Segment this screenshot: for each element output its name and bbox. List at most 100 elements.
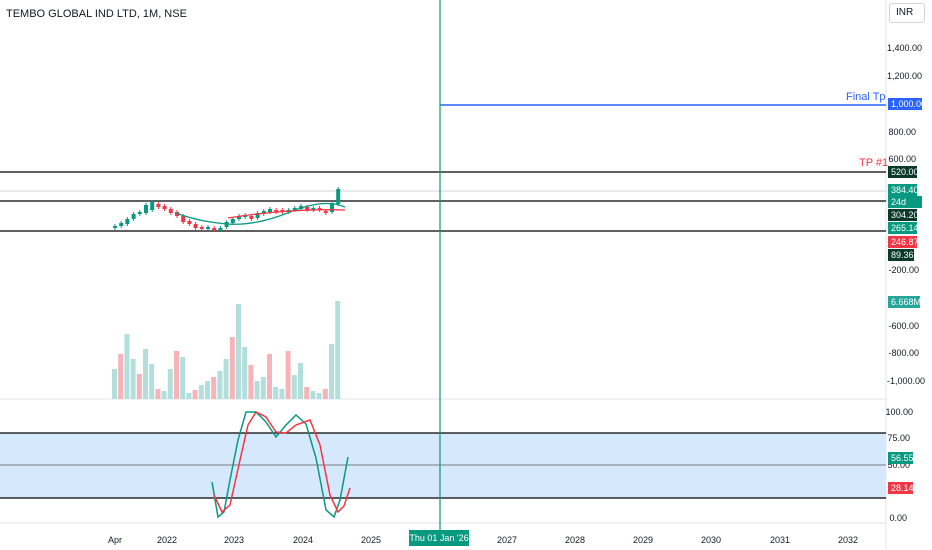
stoch-d-tag: 28.14 xyxy=(888,482,914,494)
volume-bar xyxy=(335,301,341,399)
stoch-scale-label: 75.00 xyxy=(887,433,910,443)
volume-bar xyxy=(267,354,272,399)
candle-body xyxy=(323,211,328,213)
volume-bar xyxy=(180,357,186,399)
volume-bar xyxy=(130,359,136,399)
final-tp-label: Final Tp xyxy=(846,91,886,103)
volume-bar xyxy=(192,390,198,399)
level-tag-265: 265.14 xyxy=(888,222,919,234)
price-label: 1,200.00 xyxy=(886,71,922,81)
currency-button[interactable]: INR xyxy=(889,3,925,23)
ma-line-slow xyxy=(227,209,346,219)
time-label: Apr xyxy=(107,535,123,545)
candle-body xyxy=(237,216,241,219)
volume-bar xyxy=(174,351,179,399)
candle-body xyxy=(305,207,310,210)
level-tag-246: 246.87 xyxy=(888,236,919,248)
candle-body xyxy=(131,214,136,219)
volume-bar xyxy=(279,389,285,399)
stoch-scale-label: 100.00 xyxy=(885,407,913,417)
stochastic-lines xyxy=(211,411,351,519)
candle-body xyxy=(168,209,173,213)
volume-bar xyxy=(205,381,210,399)
candle-body xyxy=(181,216,186,222)
candle-body xyxy=(162,206,167,209)
candle-body xyxy=(113,226,117,228)
volume-bar xyxy=(273,387,279,399)
ma-line-fast xyxy=(175,202,346,225)
volume-bars xyxy=(112,301,341,399)
candle-body xyxy=(249,216,254,219)
volume-bar xyxy=(124,334,130,399)
volume-bar xyxy=(161,391,167,399)
moving-averages xyxy=(175,202,346,225)
candle-body xyxy=(311,208,316,210)
volume-bar xyxy=(167,369,173,399)
candle-body xyxy=(187,221,192,224)
volume-bar xyxy=(322,389,328,399)
volume-bar xyxy=(112,369,117,399)
price-label: 1,400.00 xyxy=(886,43,922,53)
candle-body xyxy=(206,227,210,229)
volume-bar xyxy=(236,304,241,399)
candle-body xyxy=(212,228,217,230)
candle-body xyxy=(137,212,142,214)
volume-bar xyxy=(285,351,291,399)
volume-bar xyxy=(260,377,266,399)
volume-bar xyxy=(248,365,254,399)
volume-bar xyxy=(229,337,235,399)
stoch-scale-label: 0.00 xyxy=(889,513,907,523)
level-tag-304: 304.20 xyxy=(888,209,919,221)
volume-bar xyxy=(298,363,303,399)
time-label: 2022 xyxy=(156,535,178,545)
volume-bar xyxy=(211,377,217,399)
volume-bar xyxy=(304,387,310,399)
candle-body xyxy=(193,224,198,228)
volume-bar xyxy=(118,354,124,399)
candle-body xyxy=(330,203,334,212)
candle-body xyxy=(230,219,235,223)
stoch-k-line xyxy=(211,411,349,519)
target-price-tag: 1,000.00 xyxy=(888,98,926,110)
time-label: 2027 xyxy=(496,535,518,545)
candle-body xyxy=(255,213,260,218)
volume-bar xyxy=(186,393,192,399)
volume-bar xyxy=(223,359,229,399)
time-label: 2032 xyxy=(837,535,859,545)
cursor-date-tag: Thu 01 Jan '26 xyxy=(409,530,469,546)
price-label: -1,000.00 xyxy=(886,376,925,386)
volume-bar xyxy=(143,349,148,399)
price-label: 800.00 xyxy=(888,127,916,137)
candle-body xyxy=(150,202,155,210)
volume-bar xyxy=(329,344,334,399)
candle-body xyxy=(317,208,322,210)
level-tag-89: 89.36 xyxy=(888,249,914,261)
volume-bar xyxy=(136,374,142,399)
candle-body xyxy=(119,223,124,226)
volume-bar xyxy=(155,389,161,399)
stoch-scale-label: 50.00 xyxy=(887,460,910,470)
time-label: 2024 xyxy=(292,535,314,545)
volume-bar xyxy=(217,371,223,399)
volume-tag: 6.668M xyxy=(888,296,921,308)
candle-body xyxy=(144,205,148,213)
volume-bar xyxy=(316,393,322,399)
price-label: -800.00 xyxy=(888,348,919,358)
last-price-tag: 384.40 xyxy=(888,184,919,196)
time-label: 2028 xyxy=(564,535,586,545)
volume-bar xyxy=(291,375,297,399)
stoch-d-line xyxy=(213,411,351,514)
volume-bar xyxy=(242,347,248,399)
candle-body xyxy=(274,210,279,212)
tp1-price-tag: 520.00 xyxy=(888,166,919,178)
candle-body xyxy=(292,208,297,210)
candle-body xyxy=(199,227,204,229)
time-label: 2030 xyxy=(700,535,722,545)
bar-countdown-tag: 24d 11h xyxy=(888,196,922,219)
candle-body xyxy=(125,219,130,224)
chart-title: TEMBO GLOBAL IND LTD, 1M, NSE xyxy=(6,8,187,20)
volume-bar xyxy=(254,381,260,399)
candle-body xyxy=(261,211,266,214)
candle-body xyxy=(268,209,272,212)
